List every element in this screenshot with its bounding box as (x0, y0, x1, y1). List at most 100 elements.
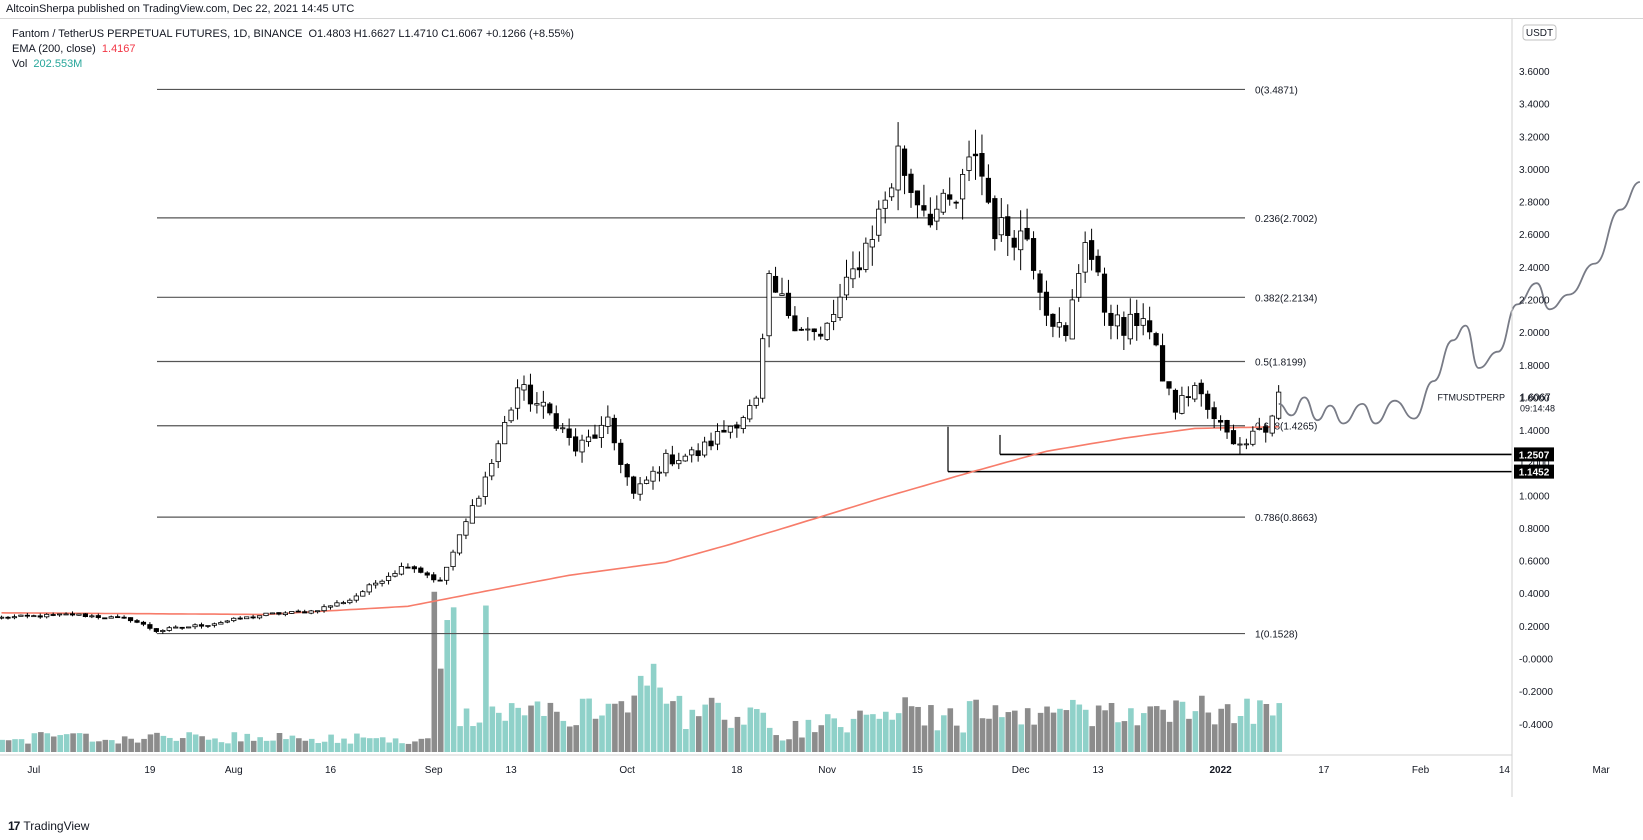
ema-200-line[interactable] (1, 426, 1279, 616)
candle[interactable] (1237, 437, 1243, 455)
candle[interactable] (327, 605, 334, 610)
candle[interactable] (508, 407, 514, 424)
candle[interactable] (244, 616, 250, 620)
candle[interactable] (914, 190, 921, 219)
candle[interactable] (469, 499, 476, 524)
candle[interactable] (740, 415, 746, 434)
candle[interactable] (405, 563, 411, 569)
candle[interactable] (605, 405, 611, 435)
candle[interactable] (598, 416, 605, 448)
candle[interactable] (850, 251, 856, 289)
candle[interactable] (689, 446, 695, 463)
candle[interactable] (573, 428, 579, 457)
candle[interactable] (921, 184, 927, 217)
candle[interactable] (979, 134, 985, 196)
candle[interactable] (340, 600, 347, 605)
candle[interactable] (379, 579, 385, 587)
candle[interactable] (831, 299, 837, 331)
candle[interactable] (127, 617, 134, 623)
candle[interactable] (482, 471, 488, 505)
candle[interactable] (179, 626, 185, 630)
candle[interactable] (276, 612, 282, 616)
candle[interactable] (798, 327, 804, 331)
candle[interactable] (1211, 401, 1217, 429)
candle[interactable] (1127, 298, 1133, 345)
candle[interactable] (585, 429, 592, 447)
candle[interactable] (579, 434, 585, 463)
candle[interactable] (295, 609, 301, 613)
candle[interactable] (1153, 331, 1159, 347)
candle[interactable] (411, 565, 417, 573)
candle[interactable] (992, 195, 998, 251)
candle[interactable] (889, 183, 895, 201)
candle[interactable] (560, 422, 566, 433)
candle[interactable] (160, 629, 166, 634)
candle[interactable] (476, 495, 482, 507)
candle[interactable] (95, 613, 101, 620)
candle[interactable] (1218, 415, 1224, 431)
candle[interactable] (282, 611, 288, 617)
candle[interactable] (772, 266, 779, 293)
candle[interactable] (792, 306, 798, 332)
candle[interactable] (1166, 381, 1172, 396)
candle[interactable] (443, 566, 450, 585)
candle[interactable] (489, 459, 495, 481)
candle[interactable] (631, 475, 637, 499)
candle[interactable] (1230, 424, 1237, 445)
candle[interactable] (927, 197, 933, 228)
candle[interactable] (727, 425, 734, 439)
candle[interactable] (185, 626, 192, 629)
candle[interactable] (211, 622, 217, 628)
candle[interactable] (205, 625, 211, 629)
candle[interactable] (121, 615, 127, 619)
currency-button[interactable]: USDT (1522, 24, 1557, 41)
candle[interactable] (863, 237, 869, 273)
candle[interactable] (566, 418, 572, 446)
candle[interactable] (314, 610, 321, 614)
candle[interactable] (1250, 426, 1256, 447)
candle[interactable] (643, 476, 650, 485)
candle[interactable] (1269, 414, 1275, 437)
candle[interactable] (611, 414, 617, 451)
candle[interactable] (502, 415, 508, 445)
candle[interactable] (1140, 303, 1146, 336)
candle[interactable] (218, 620, 224, 625)
legend-vol-row[interactable]: Vol 202.553M (12, 57, 574, 72)
candle[interactable] (682, 453, 688, 462)
candle[interactable] (669, 445, 675, 467)
candle[interactable] (940, 189, 946, 215)
candle[interactable] (115, 614, 121, 619)
candle[interactable] (385, 572, 392, 585)
candle[interactable] (1172, 388, 1179, 420)
candle[interactable] (102, 617, 108, 620)
candle[interactable] (811, 328, 817, 341)
candle[interactable] (1043, 280, 1050, 326)
candle[interactable] (256, 615, 263, 620)
candle[interactable] (308, 609, 314, 615)
candle[interactable] (1005, 204, 1011, 256)
candle[interactable] (347, 598, 353, 605)
candle[interactable] (972, 129, 979, 180)
candle[interactable] (1076, 264, 1082, 302)
candle[interactable] (392, 570, 398, 578)
candle[interactable] (553, 405, 559, 431)
candle[interactable] (766, 270, 772, 348)
candle[interactable] (1256, 417, 1262, 431)
tradingview-logo[interactable]: 17 TradingView (8, 819, 89, 833)
candle[interactable] (321, 604, 327, 613)
candle[interactable] (18, 614, 24, 617)
candle[interactable] (1243, 438, 1249, 450)
candle[interactable] (1147, 306, 1153, 340)
candle[interactable] (856, 251, 863, 278)
candle[interactable] (895, 122, 901, 211)
candle[interactable] (366, 583, 372, 595)
candle[interactable] (237, 616, 243, 620)
candle[interactable] (263, 612, 269, 617)
candle[interactable] (1037, 270, 1043, 311)
candle[interactable] (1114, 304, 1120, 340)
candle[interactable] (960, 168, 966, 220)
candle[interactable] (398, 562, 405, 576)
candle[interactable] (1030, 231, 1037, 280)
candle[interactable] (650, 466, 656, 490)
candle[interactable] (1121, 311, 1127, 351)
